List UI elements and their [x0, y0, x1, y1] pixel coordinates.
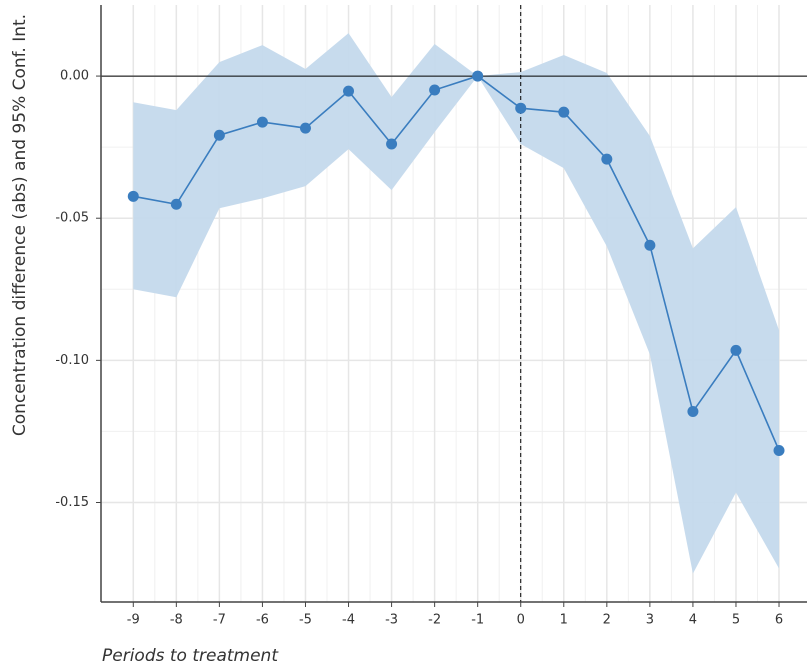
point	[601, 153, 613, 165]
x-tick-label: 1	[560, 613, 568, 628]
y-axis-title: Concentration difference (abs) and 95% C…	[10, 14, 30, 436]
point	[299, 122, 311, 134]
y-tick-label: -0.15	[55, 495, 89, 510]
y-tick-label: -0.05	[55, 211, 89, 226]
point	[170, 198, 182, 210]
point	[644, 239, 656, 251]
point	[773, 444, 785, 456]
x-tick-label: -9	[127, 613, 140, 628]
point	[127, 190, 139, 202]
point	[515, 102, 527, 114]
estimate-line	[133, 75, 780, 451]
x-tick-label: -8	[170, 613, 183, 628]
point	[343, 85, 355, 97]
x-tick-label: 0	[517, 613, 525, 628]
x-tick-label: 6	[775, 613, 783, 628]
x-tick-label: -2	[428, 613, 441, 628]
y-tick-label: 0.00	[60, 69, 89, 84]
point	[730, 344, 742, 356]
point	[386, 138, 398, 150]
x-tick-label: -4	[342, 613, 355, 628]
point	[472, 70, 484, 82]
x-tick-label: 2	[603, 613, 611, 628]
x-tick-label: -6	[256, 613, 269, 628]
point	[687, 406, 699, 418]
x-axis-title: Periods to treatment	[102, 646, 279, 666]
x-tick-label: -7	[213, 613, 226, 628]
confidence-band	[133, 33, 780, 574]
x-tick-label: -5	[299, 613, 312, 628]
x-tick-label: -1	[471, 613, 484, 628]
x-tick-label: 4	[689, 613, 697, 628]
point	[213, 129, 225, 141]
x-tick-label: -3	[385, 613, 398, 628]
x-tick-label: 3	[646, 613, 654, 628]
point	[429, 84, 441, 96]
point	[558, 106, 570, 118]
y-tick-label: -0.10	[55, 353, 89, 368]
x-tick-label: 5	[732, 613, 740, 628]
point	[256, 116, 268, 128]
